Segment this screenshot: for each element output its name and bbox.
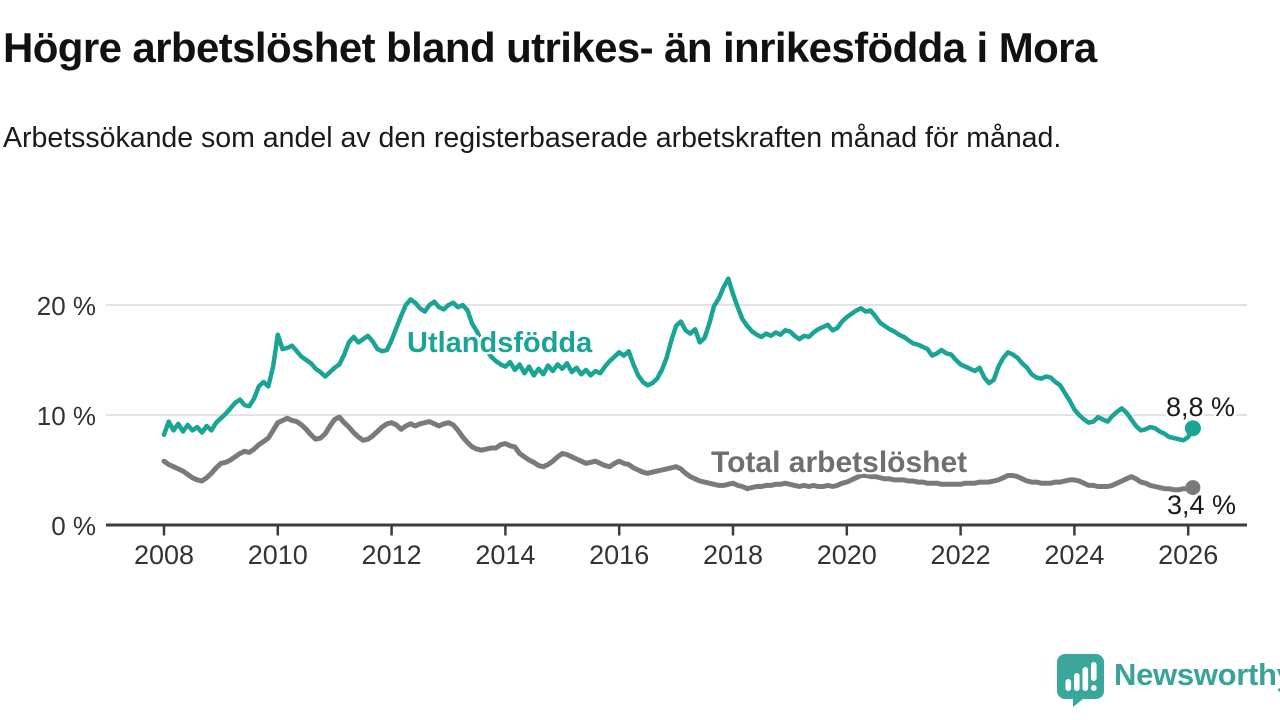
series-label-total-arbetsloshet: Total arbetslöshet [711, 446, 968, 479]
page-subtitle: Arbetssökande som andel av den registerb… [3, 122, 1062, 154]
series-end-dot-utlandsfodda [1184, 420, 1201, 437]
brand-name: Newsworthy [1114, 657, 1280, 692]
logo-exclamation-dot [1091, 685, 1097, 691]
y-tick-label-0: 0 % [51, 511, 96, 541]
logo-bubble [1057, 654, 1104, 707]
x-tick-label-2008: 2008 [133, 540, 195, 570]
page-title: Högre arbetslöshet bland utrikes- än inr… [3, 24, 1097, 71]
x-tick-label-2012: 2012 [361, 540, 422, 570]
series-line-total [161, 414, 1196, 493]
newsworthy-logo-icon [1057, 654, 1104, 707]
x-tick-label-2016: 2016 [589, 540, 650, 570]
x-tick-label-2022: 2022 [930, 540, 991, 570]
x-tick-label-2018: 2018 [702, 540, 764, 570]
x-tick-label-2026: 2026 [1158, 540, 1219, 570]
end-value-label-total: 3,4 % [1167, 490, 1237, 520]
series-line-utlandsfodda [161, 276, 1196, 443]
x-tick-label-2024: 2024 [1044, 540, 1105, 570]
x-tick-label-2020: 2020 [816, 540, 877, 570]
x-tick-label-2014: 2014 [475, 540, 536, 570]
x-tick-label-2010: 2010 [247, 540, 308, 570]
logo-bar-3 [1082, 667, 1089, 691]
logo-bar-1 [1065, 679, 1072, 691]
series-end-dot-total [1185, 480, 1201, 496]
logo-bar-2 [1074, 673, 1080, 691]
y-tick-label-10: 10 % [36, 401, 96, 431]
brand-footer: Newsworthy [1055, 653, 1280, 707]
end-value-label-utlandsfodda: 8,8 % [1166, 392, 1236, 422]
y-tick-label-20: 20 % [36, 291, 96, 321]
series-label-utlandsfodda: Utlandsfödda [407, 327, 593, 359]
logo-exclamation-bar [1091, 662, 1097, 681]
